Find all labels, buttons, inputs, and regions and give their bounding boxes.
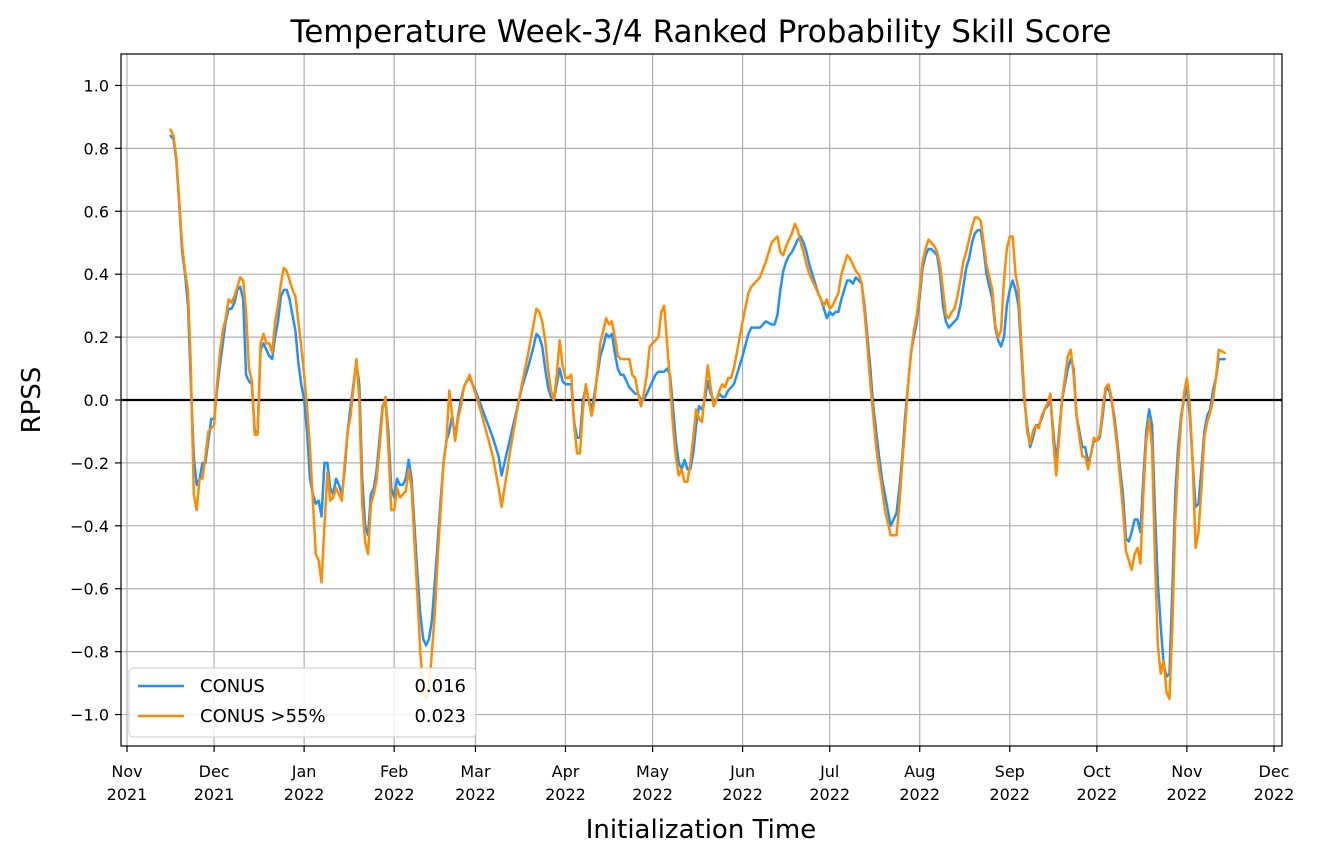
legend-label-conus-55: CONUS >55% <box>200 706 326 727</box>
x-tick-label-month: Dec <box>199 762 230 781</box>
x-tick-label-month: Aug <box>904 762 935 781</box>
x-tick-label-year: 2022 <box>809 785 850 804</box>
legend-label-conus: CONUS <box>200 676 265 697</box>
x-tick-label-year: 2022 <box>1077 785 1118 804</box>
x-tick-label-month: Dec <box>1259 762 1290 781</box>
x-tick-label-month: Jan <box>291 762 317 781</box>
x-tick-label-year: 2021 <box>194 785 235 804</box>
x-tick-label-month: Jul <box>819 762 839 781</box>
x-tick-label-year: 2022 <box>899 785 940 804</box>
x-tick-label-year: 2022 <box>1167 785 1208 804</box>
x-tick-label-month: Feb <box>380 762 408 781</box>
x-tick-label-year: 2022 <box>989 785 1030 804</box>
x-tick-label-month: Nov <box>111 762 142 781</box>
x-tick-label-month: Oct <box>1083 762 1111 781</box>
y-axis-label: RPSS <box>17 367 47 434</box>
x-tick-label-year: 2022 <box>1254 785 1295 804</box>
x-axis-ticks: Nov 2021 Dec 2021 Jan 2022 Feb 2022 Mar 2022 Apr 20… <box>107 746 1295 804</box>
x-tick-label-month: Jun <box>729 762 755 781</box>
y-tick-label: 0.0 <box>84 391 109 410</box>
x-tick-label-year: 2022 <box>374 785 415 804</box>
y-tick-label: −1.0 <box>70 706 109 725</box>
y-tick-label: −0.6 <box>70 580 109 599</box>
x-tick-label-year: 2022 <box>545 785 586 804</box>
x-tick-label-year: 2022 <box>284 785 325 804</box>
x-tick-label-month: Apr <box>552 762 580 781</box>
x-tick-label-year: 2022 <box>722 785 763 804</box>
legend: CONUS 0.016 CONUS >55% 0.023 <box>128 667 477 738</box>
x-tick-label-month: Nov <box>1171 762 1202 781</box>
chart-title: Temperature Week-3/4 Ranked Probability … <box>290 14 1112 50</box>
x-tick-label-year: 2022 <box>632 785 673 804</box>
x-axis-label: Initialization Time <box>586 815 816 845</box>
y-axis-ticks: 1.0 0.8 0.6 0.4 0.2 0.0 −0.2 −0.4 −0.6 −0.8 −1.0 <box>70 76 121 725</box>
y-tick-label: 0.4 <box>84 265 109 284</box>
y-tick-label: −0.8 <box>70 643 109 662</box>
series-line-conus-55 <box>169 128 1226 701</box>
y-tick-label: 0.8 <box>84 139 109 158</box>
x-tick-label-year: 2021 <box>107 785 148 804</box>
x-tick-label-month: Sep <box>995 762 1025 781</box>
x-tick-label-year: 2022 <box>455 785 496 804</box>
y-tick-label: 0.6 <box>84 202 109 221</box>
y-tick-label: 0.2 <box>84 328 109 347</box>
y-tick-label: −0.4 <box>70 517 109 536</box>
legend-box <box>128 667 477 738</box>
x-tick-label-month: Mar <box>460 762 491 781</box>
series-layer <box>169 128 1226 701</box>
y-tick-label: 1.0 <box>84 76 109 95</box>
legend-value-conus-55: 0.023 <box>414 706 466 727</box>
x-tick-label-month: May <box>636 762 669 781</box>
legend-value-conus: 0.016 <box>414 676 466 697</box>
y-tick-label: −0.2 <box>70 454 109 473</box>
